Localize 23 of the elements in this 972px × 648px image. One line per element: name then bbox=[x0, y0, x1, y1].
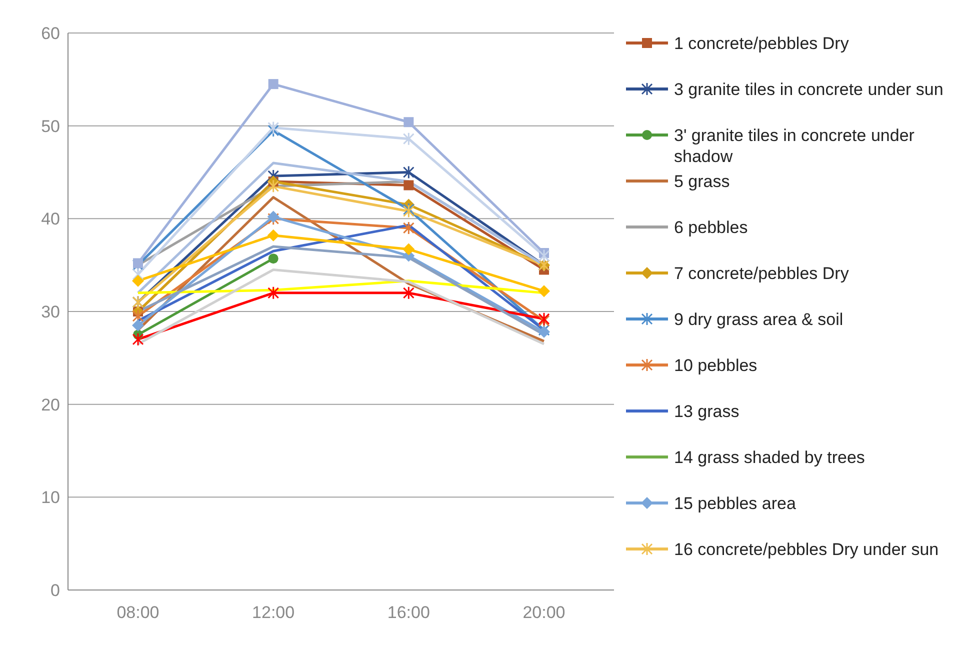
x-tick-label: 08:00 bbox=[116, 603, 160, 622]
legend-label: 3 granite tiles in concrete under sun bbox=[674, 79, 944, 100]
legend-label: 7 concrete/pebbles Dry bbox=[674, 263, 849, 284]
legend-label: 15 pebbles area bbox=[674, 493, 796, 514]
legend-label: 3' granite tiles in concrete under shadow bbox=[674, 125, 916, 167]
x-tick-label: 12:00 bbox=[252, 603, 295, 622]
y-tick-label: 60 bbox=[41, 24, 60, 44]
y-tick-label: 20 bbox=[41, 395, 60, 414]
y-tick-label: 0 bbox=[50, 581, 60, 600]
legend-label: 13 grass bbox=[674, 401, 740, 422]
legend-label: 16 concrete/pebbles Dry under sun bbox=[674, 539, 939, 560]
legend-label: 10 pebbles bbox=[674, 355, 758, 376]
legend-label: 14 grass shaded by trees bbox=[674, 447, 865, 468]
y-tick-label: 30 bbox=[41, 302, 60, 322]
x-tick-label: 16:00 bbox=[387, 603, 430, 622]
legend-label: 1 concrete/pebbles Dry bbox=[674, 33, 849, 54]
y-tick-label: 40 bbox=[41, 210, 60, 229]
y-tick-label: 10 bbox=[41, 488, 60, 508]
legend-label: 5 grass bbox=[674, 171, 730, 192]
y-tick-label: 50 bbox=[41, 116, 60, 136]
legend-label: 9 dry grass area & soil bbox=[674, 309, 844, 330]
legend-label: 6 pebbles bbox=[674, 217, 748, 238]
x-tick-label: 20:00 bbox=[522, 603, 566, 622]
